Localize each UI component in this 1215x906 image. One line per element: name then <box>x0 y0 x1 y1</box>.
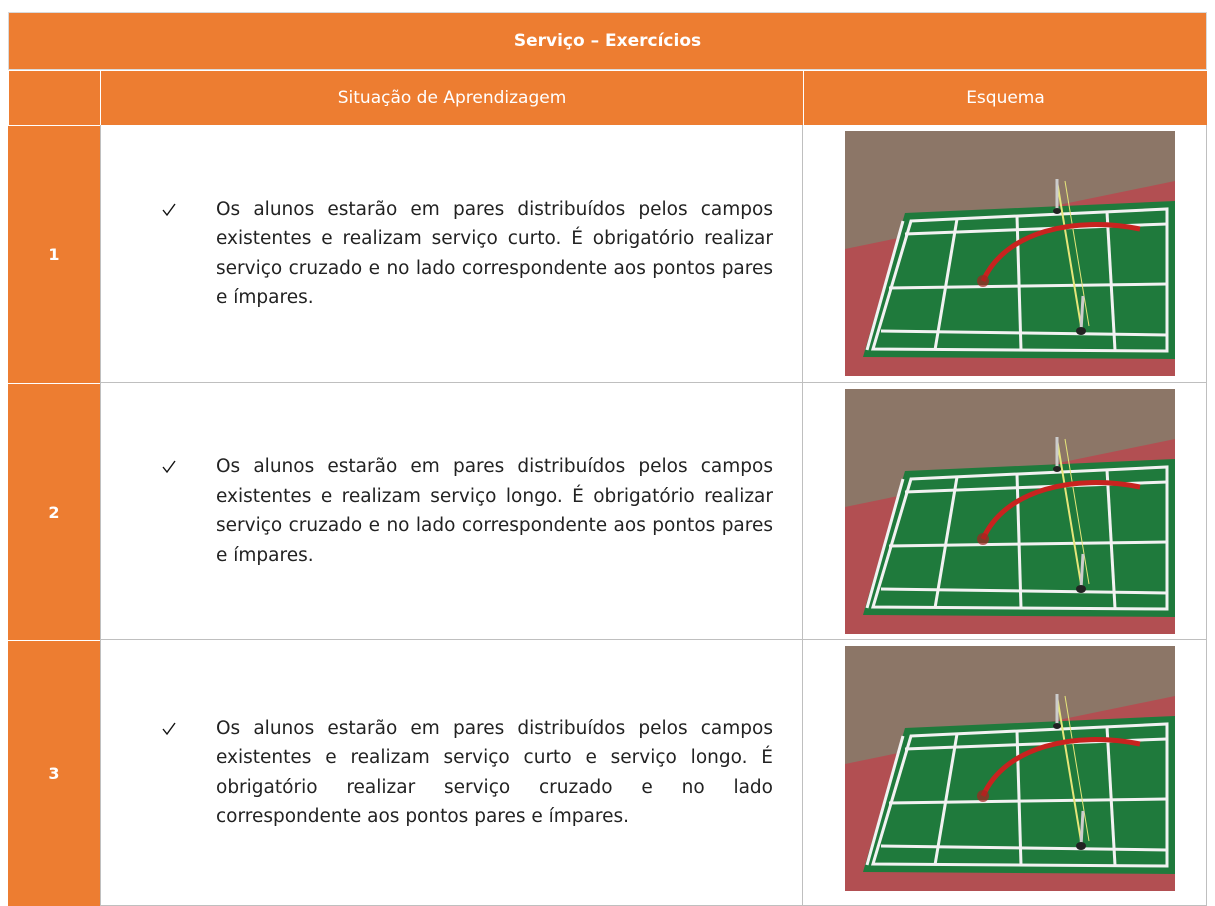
row-text: Os alunos estarão em pares distribuídos … <box>216 456 773 566</box>
row-text: Os alunos estarão em pares distribuídos … <box>216 198 773 309</box>
row-number: 3 <box>8 640 100 906</box>
row-number: 1 <box>8 125 100 383</box>
check-icon <box>162 460 176 474</box>
check-icon <box>162 722 176 735</box>
header-blank <box>8 70 100 125</box>
row-text: Os alunos estarão em pares distribuídos … <box>216 717 773 828</box>
court-illustration <box>845 131 1175 376</box>
row-image-cell <box>803 640 1207 906</box>
row-image-cell <box>803 125 1207 383</box>
table-title: Serviço – Exercícios <box>8 12 1207 70</box>
row-text-cell: Os alunos estarão em pares distribuídos … <box>100 125 803 383</box>
row-text-cell: Os alunos estarão em pares distribuídos … <box>100 640 803 906</box>
check-icon <box>162 203 176 216</box>
header-cell: Situação de Aprendizagem <box>100 70 803 125</box>
court-illustration <box>845 646 1175 891</box>
row-text-cell: Os alunos estarão em pares distribuídos … <box>100 383 803 640</box>
header-cell: Esquema <box>803 70 1207 125</box>
row-image-cell <box>803 383 1207 640</box>
row-number: 2 <box>8 383 100 640</box>
court-illustration <box>845 389 1175 634</box>
